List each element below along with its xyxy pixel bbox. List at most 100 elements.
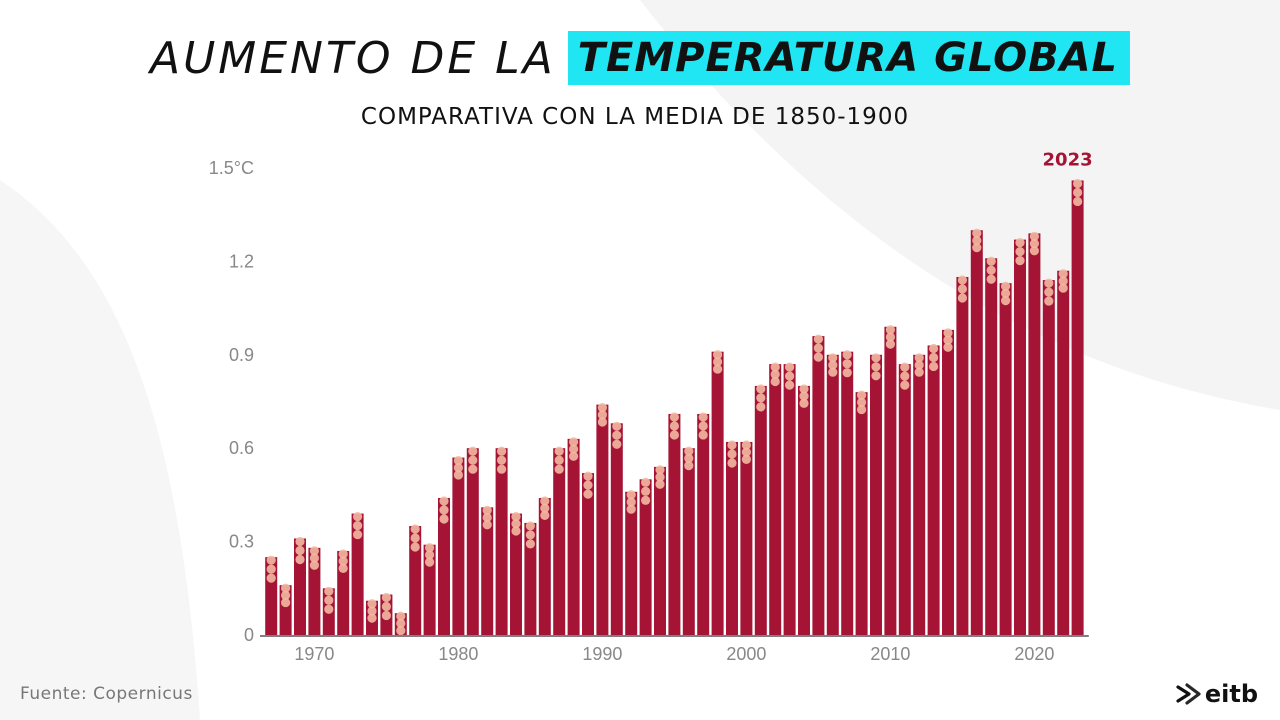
dot-1970-2 bbox=[309, 560, 319, 570]
annotation-label: 2023 bbox=[1043, 149, 1093, 170]
dot-1995-2 bbox=[669, 430, 680, 440]
dot-2005-1 bbox=[813, 343, 824, 353]
dot-2008-1 bbox=[857, 397, 867, 407]
dot-1999-2 bbox=[727, 458, 737, 468]
bar-1995 bbox=[668, 413, 681, 635]
dot-2012-0 bbox=[914, 353, 924, 363]
dot-1982-1 bbox=[482, 512, 492, 523]
bar-2019 bbox=[1014, 239, 1026, 635]
bar-2008 bbox=[855, 392, 868, 635]
dot-2021-1 bbox=[1044, 287, 1054, 297]
dot-1988-2 bbox=[569, 451, 579, 461]
bar-1985 bbox=[524, 522, 537, 635]
dot-1983-2 bbox=[497, 464, 507, 474]
dot-1978-1 bbox=[425, 550, 435, 560]
bar-1983 bbox=[495, 448, 508, 635]
bar-2015 bbox=[956, 276, 969, 635]
dot-2014-0 bbox=[943, 328, 953, 338]
dot-2021-0 bbox=[1044, 278, 1054, 288]
dot-1973-1 bbox=[353, 520, 363, 531]
dot-1975-0 bbox=[381, 592, 391, 603]
dot-1967-1 bbox=[266, 564, 276, 574]
dot-1985-2 bbox=[525, 539, 536, 549]
dot-1979-0 bbox=[439, 496, 449, 506]
dot-2002-1 bbox=[770, 369, 780, 379]
dot-2014-1 bbox=[943, 335, 953, 345]
dot-2017-0 bbox=[986, 256, 996, 266]
dot-2004-1 bbox=[799, 391, 809, 401]
dot-1984-2 bbox=[511, 526, 521, 536]
bar-2006 bbox=[826, 354, 839, 635]
dot-2002-2 bbox=[770, 376, 780, 387]
dot-2022-2 bbox=[1058, 283, 1068, 293]
x-tick-label: 1970 bbox=[294, 644, 334, 664]
dot-2019-0 bbox=[1015, 238, 1025, 248]
dot-1968-2 bbox=[281, 597, 291, 608]
dot-1986-0 bbox=[540, 496, 550, 506]
bar-2018 bbox=[999, 283, 1012, 635]
dot-2012-2 bbox=[914, 367, 924, 377]
bar-1970 bbox=[308, 547, 321, 635]
dot-1997-1 bbox=[698, 421, 708, 431]
dot-1990-2 bbox=[597, 417, 608, 427]
logo-text: eitb bbox=[1204, 680, 1258, 708]
bar-1994 bbox=[654, 466, 666, 635]
dot-2022-1 bbox=[1058, 276, 1068, 286]
dot-2013-2 bbox=[929, 361, 939, 372]
dot-1973-2 bbox=[353, 529, 363, 540]
dot-2010-2 bbox=[885, 339, 896, 349]
dot-2020-1 bbox=[1029, 238, 1039, 249]
dot-1986-1 bbox=[540, 503, 550, 513]
dot-2010-1 bbox=[885, 332, 896, 342]
dot-1971-1 bbox=[324, 595, 334, 605]
y-tick-label: 0.9 bbox=[229, 345, 254, 365]
dot-2004-0 bbox=[799, 384, 809, 394]
dot-1985-1 bbox=[525, 530, 536, 540]
dot-1980-2 bbox=[453, 470, 463, 480]
dot-1988-0 bbox=[569, 437, 579, 447]
dot-2011-0 bbox=[900, 362, 910, 372]
dot-1970-0 bbox=[309, 546, 319, 556]
title-highlight: TEMPERATURA GLOBAL bbox=[567, 31, 1131, 85]
dot-1987-1 bbox=[554, 455, 564, 465]
bar-1998 bbox=[711, 351, 724, 635]
dot-2000-0 bbox=[741, 440, 752, 450]
dot-1968-0 bbox=[281, 583, 291, 593]
dot-1980-1 bbox=[453, 463, 463, 473]
dot-1983-0 bbox=[497, 446, 507, 456]
dot-1971-2 bbox=[324, 604, 334, 614]
bar-1990 bbox=[596, 404, 609, 635]
dot-2017-2 bbox=[986, 274, 996, 284]
bar-1977 bbox=[409, 526, 422, 635]
dot-1974-1 bbox=[367, 606, 377, 616]
dot-1996-2 bbox=[684, 461, 694, 471]
dot-2016-2 bbox=[972, 243, 982, 253]
dot-1969-1 bbox=[295, 545, 305, 556]
bar-2001 bbox=[754, 385, 767, 635]
dot-1988-1 bbox=[569, 444, 579, 454]
x-tick-label: 1980 bbox=[438, 644, 478, 664]
y-tick-label: 0.3 bbox=[229, 532, 254, 552]
bar-1997 bbox=[697, 413, 710, 635]
dot-1977-2 bbox=[410, 542, 420, 552]
dot-1974-0 bbox=[367, 599, 377, 609]
dot-1981-1 bbox=[468, 455, 478, 465]
dot-1987-2 bbox=[554, 464, 564, 474]
x-tick-label: 1990 bbox=[582, 644, 622, 664]
dot-1992-1 bbox=[626, 497, 636, 507]
dot-2011-1 bbox=[900, 371, 910, 381]
dot-1983-1 bbox=[497, 455, 507, 465]
bar-2012 bbox=[913, 354, 926, 635]
bar-2016 bbox=[970, 230, 983, 635]
bar-2020 bbox=[1028, 233, 1041, 635]
dot-2009-0 bbox=[871, 353, 881, 363]
bar-1982 bbox=[481, 507, 494, 635]
bar-2022 bbox=[1057, 270, 1070, 635]
dot-2002-0 bbox=[770, 362, 780, 372]
chart-subtitle: COMPARATIVA CON LA MEDIA DE 1850-1900 bbox=[360, 104, 910, 130]
dot-2021-2 bbox=[1044, 296, 1054, 306]
dot-2017-1 bbox=[986, 265, 996, 275]
dot-1989-0 bbox=[583, 471, 593, 481]
dot-1994-2 bbox=[655, 479, 665, 489]
dot-1976-1 bbox=[396, 618, 406, 629]
